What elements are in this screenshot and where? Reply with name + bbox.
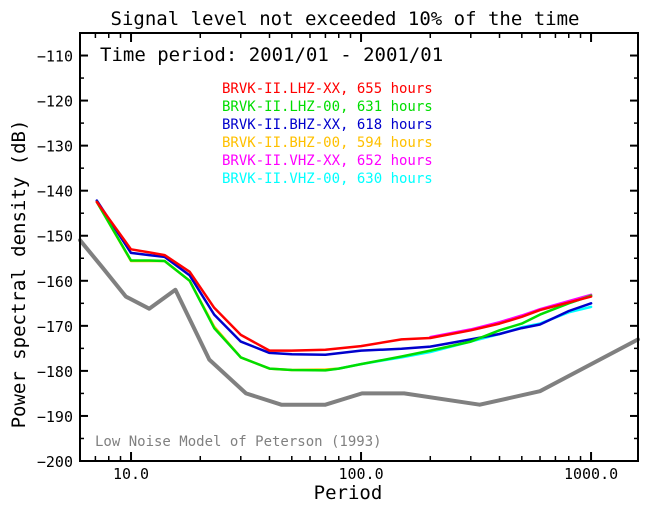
x-tick-label: 1000.0: [564, 465, 618, 483]
series-line-1: [95, 200, 593, 352]
y-tick-label: −140: [37, 183, 73, 201]
legend-entry: BRVK-II.BHZ-00, 594 hours: [222, 135, 433, 151]
y-tick-label: −150: [37, 228, 73, 246]
legend-entry: BRVK-II.LHZ-00, 631 hours: [222, 99, 433, 115]
y-tick-label: −160: [37, 273, 73, 291]
y-tick-label: −200: [37, 453, 73, 471]
legend-entry: BRVK-II.VHZ-00, 630 hours: [222, 171, 433, 187]
plot-frame: [79, 32, 639, 462]
y-tick-label: −190: [37, 408, 73, 426]
y-tick-label: −180: [37, 363, 73, 381]
plot-layer: −110 −120 −130 −140 −150 −160 −170 −180 −190 −200…: [37, 33, 640, 483]
series-line-6: [324, 305, 593, 372]
x-tick-label: 100.0: [338, 465, 383, 483]
legend-entry: BRVK-II.VHZ-XX, 652 hours: [222, 153, 433, 169]
legend-entry: BRVK-II.BHZ-XX, 618 hours: [222, 117, 433, 133]
low-noise-model-annotation: Low Noise Model of Peterson (1993): [95, 434, 382, 450]
x-tick-label: 10.0: [113, 465, 149, 483]
y-tick-label: −170: [37, 318, 73, 336]
low-noise-model-line: [78, 238, 640, 407]
y-tick-label: −130: [37, 138, 73, 156]
y-tick-label: −110: [37, 48, 73, 66]
series-line-4: [95, 200, 340, 372]
chart-subtitle: Time period: 2001/01 - 2001/01: [100, 44, 443, 66]
y-tick-label: −120: [37, 93, 73, 111]
legend-entry: BRVK-II.LHZ-XX, 655 hours: [222, 81, 433, 97]
chart-title: Signal level not exceeded 10% of the tim…: [111, 8, 580, 30]
y-axis-label: Power spectral density (dB): [8, 120, 30, 429]
series-line-3: [95, 199, 593, 356]
x-axis-label: Period: [314, 482, 383, 504]
legend: BRVK-II.LHZ-XX, 655 hours BRVK-II.LHZ-00,…: [222, 81, 433, 187]
series-line-2: [95, 200, 593, 372]
